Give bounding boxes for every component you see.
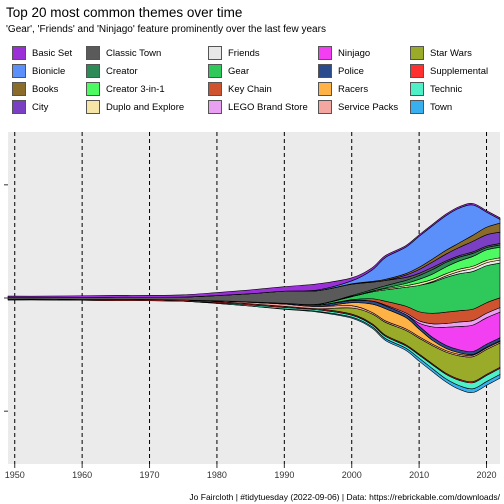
legend-key-creator (86, 64, 100, 78)
legend-item-books: Books (12, 81, 58, 97)
x-tick-label-1960: 1960 (72, 470, 92, 480)
legend-label: City (32, 101, 49, 113)
legend-label: Key Chain (228, 83, 272, 95)
legend-item-star-wars: Star Wars (410, 45, 472, 61)
legend-key-bionicle (12, 64, 26, 78)
legend-key-duplo-and-explore (86, 100, 100, 114)
legend-key-friends (208, 46, 222, 60)
x-tick-label-2000: 2000 (342, 470, 362, 480)
legend-item-supplemental: Supplemental (410, 63, 488, 79)
legend-key-racers (318, 82, 332, 96)
legend-key-classic-town (86, 46, 100, 60)
legend-label: Police (338, 65, 364, 77)
legend-label: Service Packs (338, 101, 399, 113)
x-axis: 1950 1960 1970 1980 1990 2000 2010 2020 (5, 464, 497, 480)
legend-label: Basic Set (32, 47, 73, 59)
legend-label: Star Wars (430, 47, 472, 59)
legend-label: Town (430, 101, 453, 113)
legend-item-duplo-and-explore: Duplo and Explore (86, 99, 184, 115)
legend-item-key-chain: Key Chain (208, 81, 272, 97)
legend-item-town: Town (410, 99, 452, 115)
legend-label: Ninjago (338, 47, 371, 59)
legend: Basic Set Bionicle Books City Classic Town Cr… (12, 45, 504, 117)
legend-key-star-wars (410, 46, 424, 60)
legend-key-key-chain (208, 82, 222, 96)
legend-key-lego-brand-store (208, 100, 222, 114)
chart-caption: Jo Faircloth | #tidytuesday (2022-09-06)… (189, 492, 500, 502)
legend-key-ninjago (318, 46, 332, 60)
legend-item-ninjago: Ninjago (318, 45, 370, 61)
chart-title: Top 20 most common themes over time (6, 5, 243, 20)
legend-key-creator-3-in-1 (86, 82, 100, 96)
legend-item-creator-3-in-1: Creator 3-in-1 (86, 81, 165, 97)
legend-label: Bionicle (32, 65, 66, 77)
legend-key-town (410, 100, 424, 114)
legend-label: Supplemental (430, 65, 489, 77)
legend-key-basic-set (12, 46, 26, 60)
legend-label: Classic Town (106, 47, 162, 59)
legend-label: Technic (430, 83, 463, 95)
legend-label: Books (32, 83, 59, 95)
legend-key-city (12, 100, 26, 114)
legend-label: LEGO Brand Store (228, 101, 308, 113)
x-tick-label-1950: 1950 (5, 470, 25, 480)
legend-item-creator: Creator (86, 63, 138, 79)
legend-item-bionicle: Bionicle (12, 63, 65, 79)
legend-item-friends: Friends (208, 45, 260, 61)
stream-layers (7, 203, 501, 393)
legend-key-books (12, 82, 26, 96)
legend-key-gear (208, 64, 222, 78)
legend-label: Creator 3-in-1 (106, 83, 165, 95)
legend-key-supplemental (410, 64, 424, 78)
streamgraph-chart: 1950 1960 1970 1980 1990 2000 2010 2020 (4, 132, 501, 480)
gridlines (14, 132, 488, 464)
x-tick-label-1990: 1990 (274, 470, 294, 480)
y-ticks (4, 184, 8, 412)
legend-item-lego-brand-store: LEGO Brand Store (208, 99, 308, 115)
legend-label: Gear (228, 65, 250, 77)
legend-label: Racers (338, 83, 369, 95)
legend-label: Duplo and Explore (106, 101, 185, 113)
legend-item-classic-town: Classic Town (86, 45, 161, 61)
legend-key-service-packs (318, 100, 332, 114)
legend-key-technic (410, 82, 424, 96)
x-tick-label-1980: 1980 (207, 470, 227, 480)
legend-item-racers: Racers (318, 81, 368, 97)
legend-item-basic-set: Basic Set (12, 45, 72, 61)
x-tick-label-1970: 1970 (140, 470, 160, 480)
x-tick-label-2010: 2010 (409, 470, 429, 480)
legend-item-city: City (12, 99, 48, 115)
legend-item-gear: Gear (208, 63, 249, 79)
stream-basic-set (7, 203, 501, 298)
legend-item-police: Police (318, 63, 364, 79)
x-tick-label-2020: 2020 (477, 470, 497, 480)
legend-label: Friends (228, 47, 260, 59)
legend-item-technic: Technic (410, 81, 462, 97)
legend-label: Creator (106, 65, 138, 77)
legend-item-service-packs: Service Packs (318, 99, 398, 115)
chart-subtitle: 'Gear', 'Friends' and 'Ninjago' feature … (6, 24, 326, 35)
legend-key-police (318, 64, 332, 78)
